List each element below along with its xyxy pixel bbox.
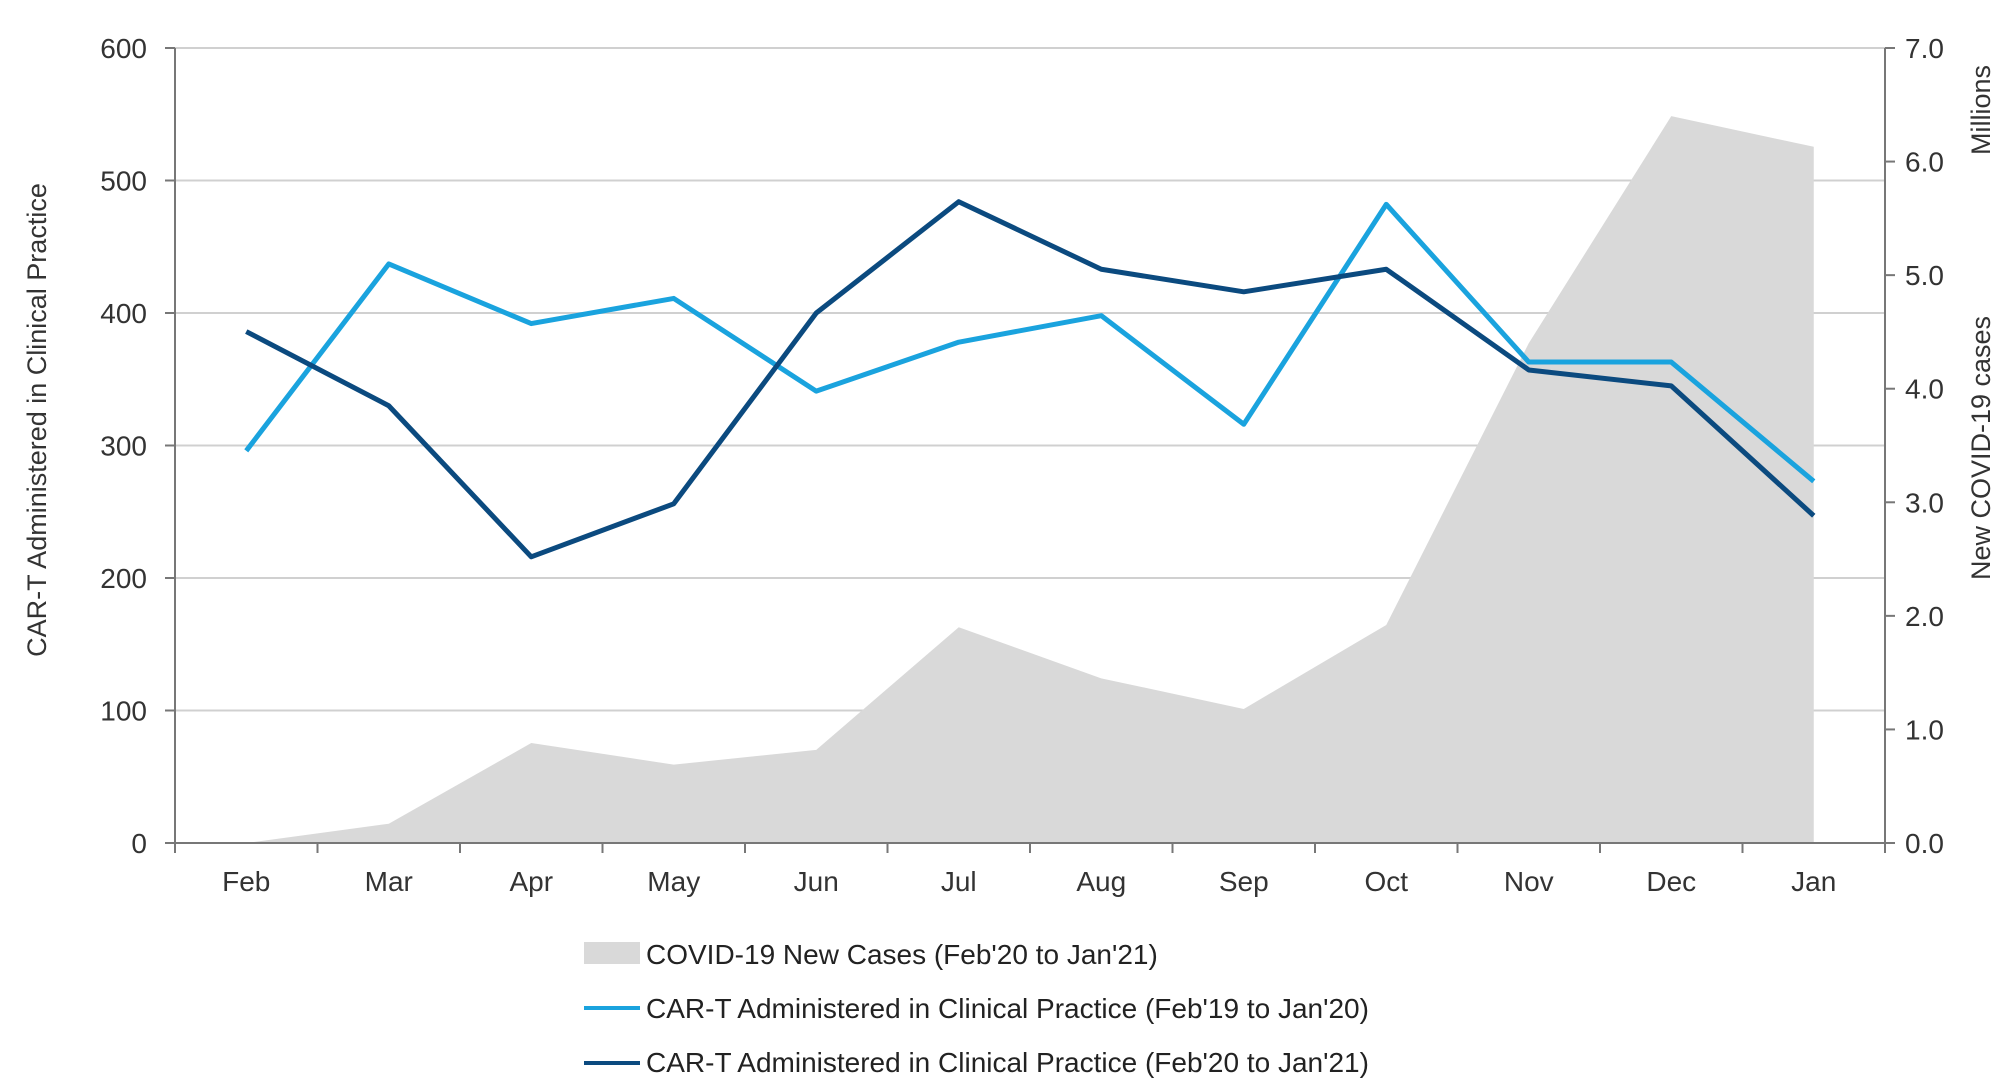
x-tick-label: Feb xyxy=(222,866,270,897)
right-axis-unit-label: Millions xyxy=(1966,65,1996,155)
right-tick-label: 0.0 xyxy=(1905,828,1944,859)
area-series-layer xyxy=(246,116,1814,843)
left-tick-label: 400 xyxy=(100,298,147,329)
x-tick-label: Jun xyxy=(794,866,839,897)
x-tick-label: Aug xyxy=(1076,866,1126,897)
right-tick-label: 2.0 xyxy=(1905,601,1944,632)
x-tick-label: Jul xyxy=(941,866,977,897)
legend-label-covid-cases: COVID-19 New Cases (Feb'20 to Jan'21) xyxy=(646,939,1158,970)
x-tick-label: Sep xyxy=(1219,866,1269,897)
legend-label-cart-2020: CAR-T Administered in Clinical Practice … xyxy=(646,1047,1369,1078)
right-tick-label: 4.0 xyxy=(1905,374,1944,405)
left-tick-label: 100 xyxy=(100,696,147,727)
right-axis-title: New COVID-19 cases xyxy=(1966,316,1996,580)
legend-label-cart-2019: CAR-T Administered in Clinical Practice … xyxy=(646,993,1369,1024)
tick-labels: 0 100 200 300 400 500 600 0.0 1.0 2.0 3.0 4.0 5.0 6.0… xyxy=(100,33,1944,897)
line-cart-2020 xyxy=(245,199,1816,560)
x-tick-label: Jan xyxy=(1791,866,1836,897)
left-tick-label: 500 xyxy=(100,166,147,197)
left-tick-label: 300 xyxy=(100,431,147,462)
x-tick-label: Apr xyxy=(509,866,553,897)
grid-lines xyxy=(175,47,1885,844)
left-tick-label: 600 xyxy=(100,33,147,64)
x-tick-label: May xyxy=(647,866,700,897)
x-tick-label: Nov xyxy=(1504,866,1554,897)
left-axis-title: CAR-T Administered in Clinical Practice xyxy=(22,183,52,657)
right-tick-label: 7.0 xyxy=(1905,33,1944,64)
legend-swatch-covid-cases xyxy=(584,942,640,964)
x-tick-label: Oct xyxy=(1364,866,1408,897)
x-tick-label: Dec xyxy=(1646,866,1696,897)
right-tick-label: 6.0 xyxy=(1905,147,1944,178)
line-series-layer xyxy=(244,199,1816,560)
area-covid-cases xyxy=(246,116,1814,843)
line-cart-2019 xyxy=(244,201,1816,484)
right-tick-label: 1.0 xyxy=(1905,714,1944,745)
right-tick-label: 5.0 xyxy=(1905,260,1944,291)
left-tick-label: 200 xyxy=(100,563,147,594)
legend: COVID-19 New Cases (Feb'20 to Jan'21) CA… xyxy=(584,939,1369,1078)
right-tick-label: 3.0 xyxy=(1905,487,1944,518)
x-tick-label: Mar xyxy=(365,866,413,897)
left-tick-label: 0 xyxy=(131,828,147,859)
axes xyxy=(165,47,1895,853)
